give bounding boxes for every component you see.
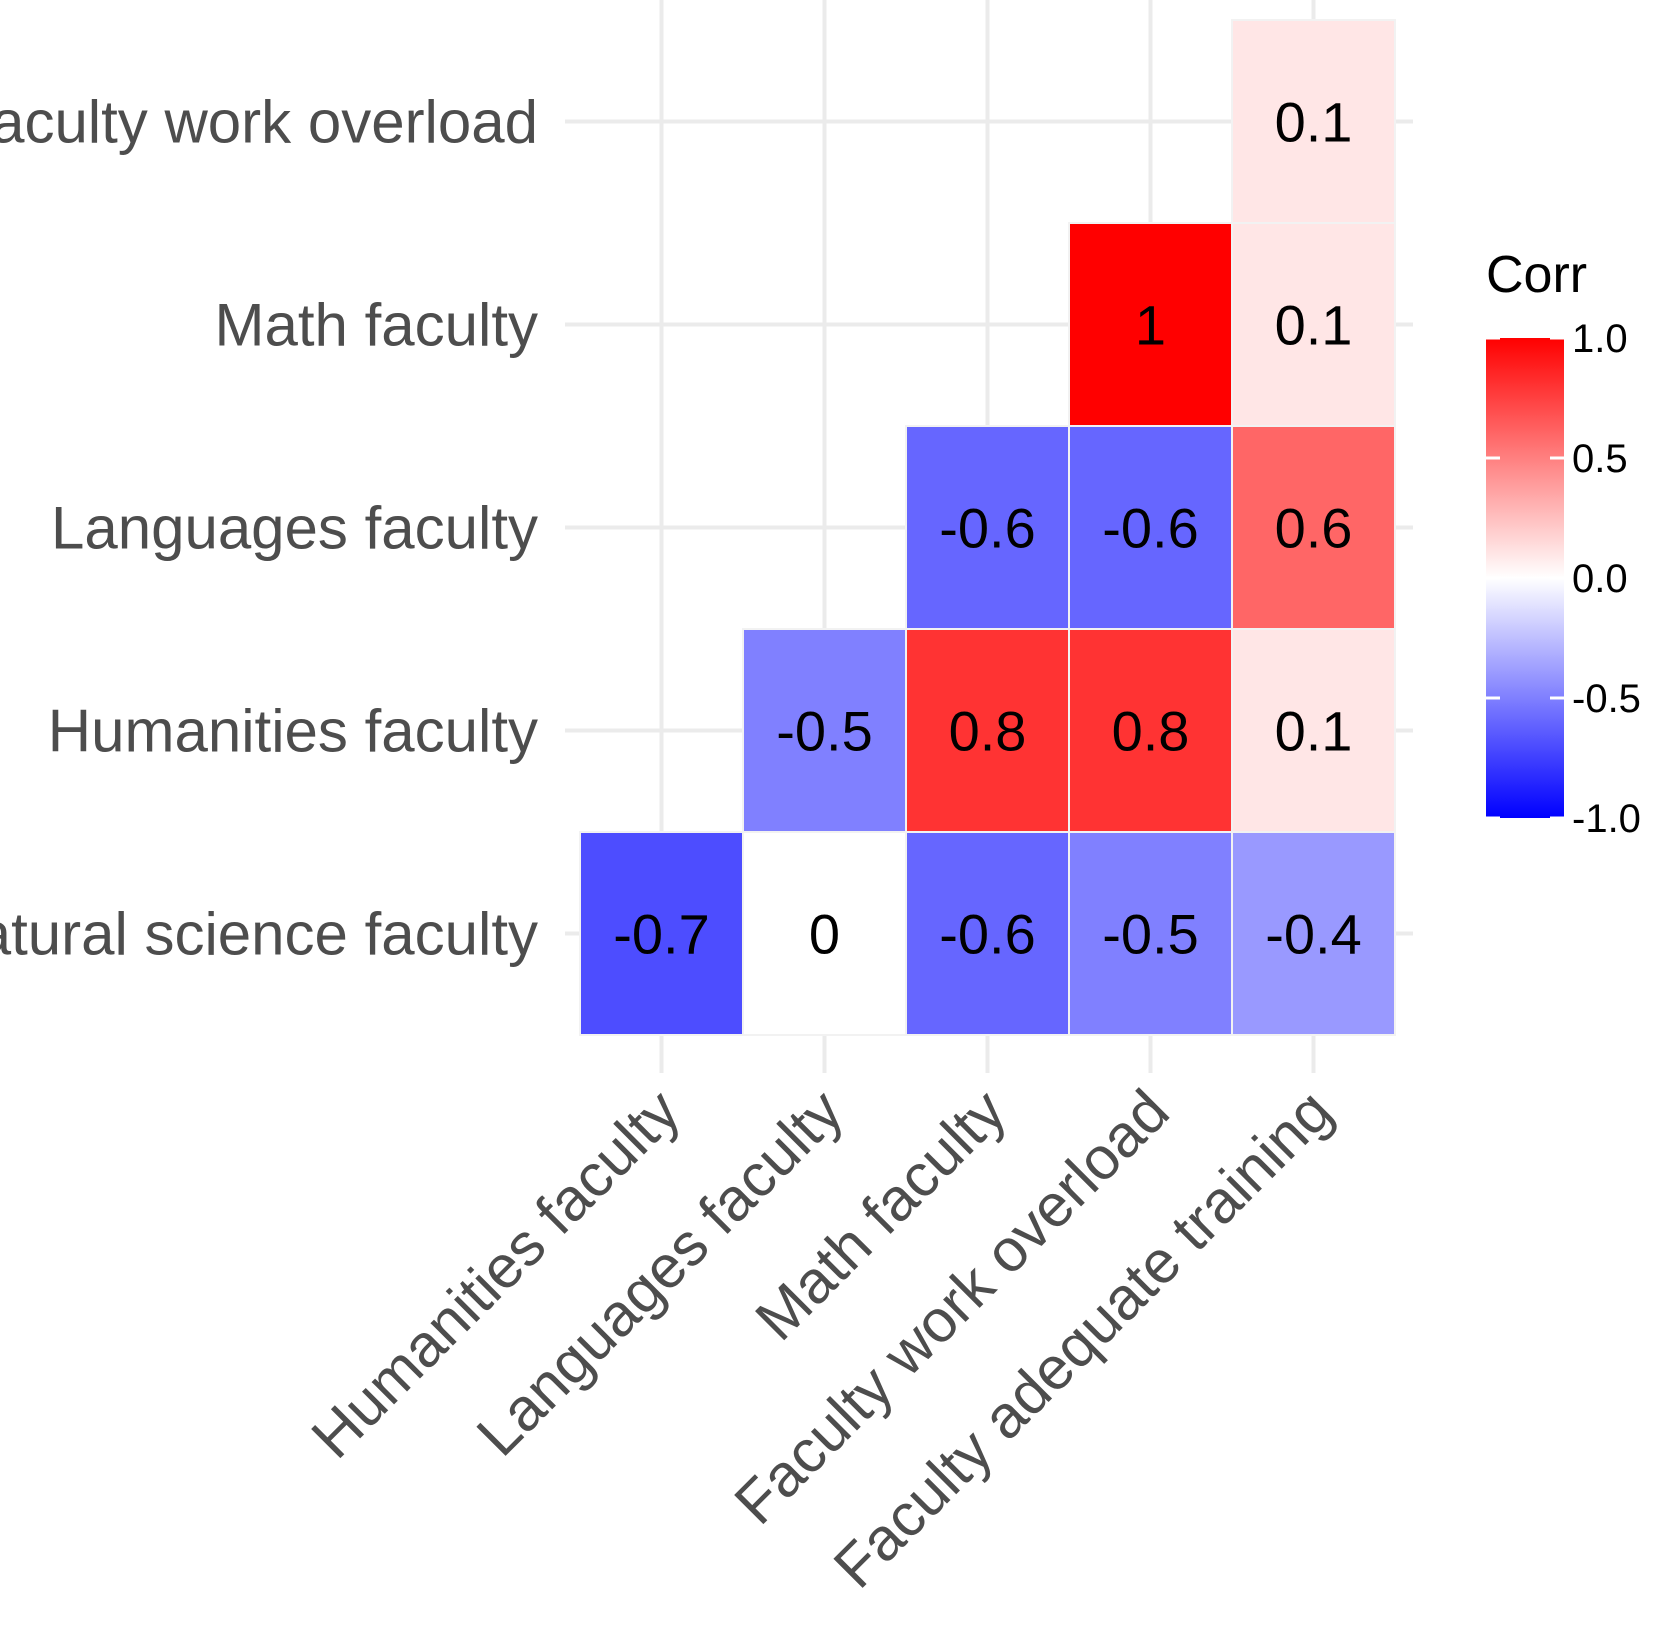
heatmap-cell: [905, 628, 1070, 833]
cell-value-label: 0.6: [1275, 497, 1353, 560]
cell-value-labels: -0.7 0 -0.6 -0.5 -0.4 -0.5 0.8 0.8 0.1 -0.6 -0.6 0.…: [613, 91, 1362, 966]
cell-value-label: 1: [1135, 294, 1166, 357]
heatmap-cell: [1068, 831, 1233, 1036]
legend-tick-label: 0.0: [1572, 557, 1628, 601]
heatmap-cell: [905, 831, 1070, 1036]
heatmap-cell: [1231, 425, 1396, 630]
legend-tick-label: 1.0: [1572, 317, 1628, 361]
y-tick-label: Languages faculty: [51, 495, 538, 562]
heatmap-cell: [742, 831, 907, 1036]
cell-value-label: -0.5: [1102, 903, 1199, 966]
y-axis-labels: Natural science faculty Humanities facult…: [0, 89, 538, 968]
cell-value-label: 0.1: [1275, 294, 1353, 357]
y-tick-label: Faculty work overload: [0, 89, 538, 156]
cell-value-label: -0.6: [939, 903, 1036, 966]
cell-value-label: 0.8: [949, 700, 1027, 763]
cell-value-label: 0.8: [1112, 700, 1190, 763]
y-tick-label: Humanities faculty: [48, 698, 538, 765]
legend-tick-label: -0.5: [1572, 677, 1641, 721]
cell-value-label: 0: [809, 903, 840, 966]
legend-tick-label: -1.0: [1572, 797, 1641, 841]
legend-title: Corr: [1486, 246, 1587, 304]
heatmap-cell: [1068, 425, 1233, 630]
cell-value-label: -0.6: [939, 497, 1036, 560]
heatmap-cell: [905, 425, 1070, 630]
heatmap-cell: [1231, 19, 1396, 224]
cell-value-label: 0.1: [1275, 700, 1353, 763]
cell-value-label: -0.6: [1102, 497, 1199, 560]
heatmap-cell: [742, 628, 907, 833]
y-tick-label: Natural science faculty: [0, 901, 538, 968]
heatmap-cells: [579, 19, 1396, 1036]
heatmap-cell: [1231, 831, 1396, 1036]
cell-value-label: -0.4: [1265, 903, 1362, 966]
cell-value-label: -0.7: [613, 903, 710, 966]
legend-tick-label: 0.5: [1572, 437, 1628, 481]
cell-value-label: -0.5: [776, 700, 873, 763]
legend: Corr 1.0 0.5 0.0 -0.5 -1.0: [1486, 246, 1641, 841]
cell-value-label: 0.1: [1275, 91, 1353, 154]
heatmap-cell: [1068, 222, 1233, 427]
heatmap-cell: [1231, 628, 1396, 833]
y-tick-label: Math faculty: [215, 292, 538, 359]
heatmap-cell: [1068, 628, 1233, 833]
